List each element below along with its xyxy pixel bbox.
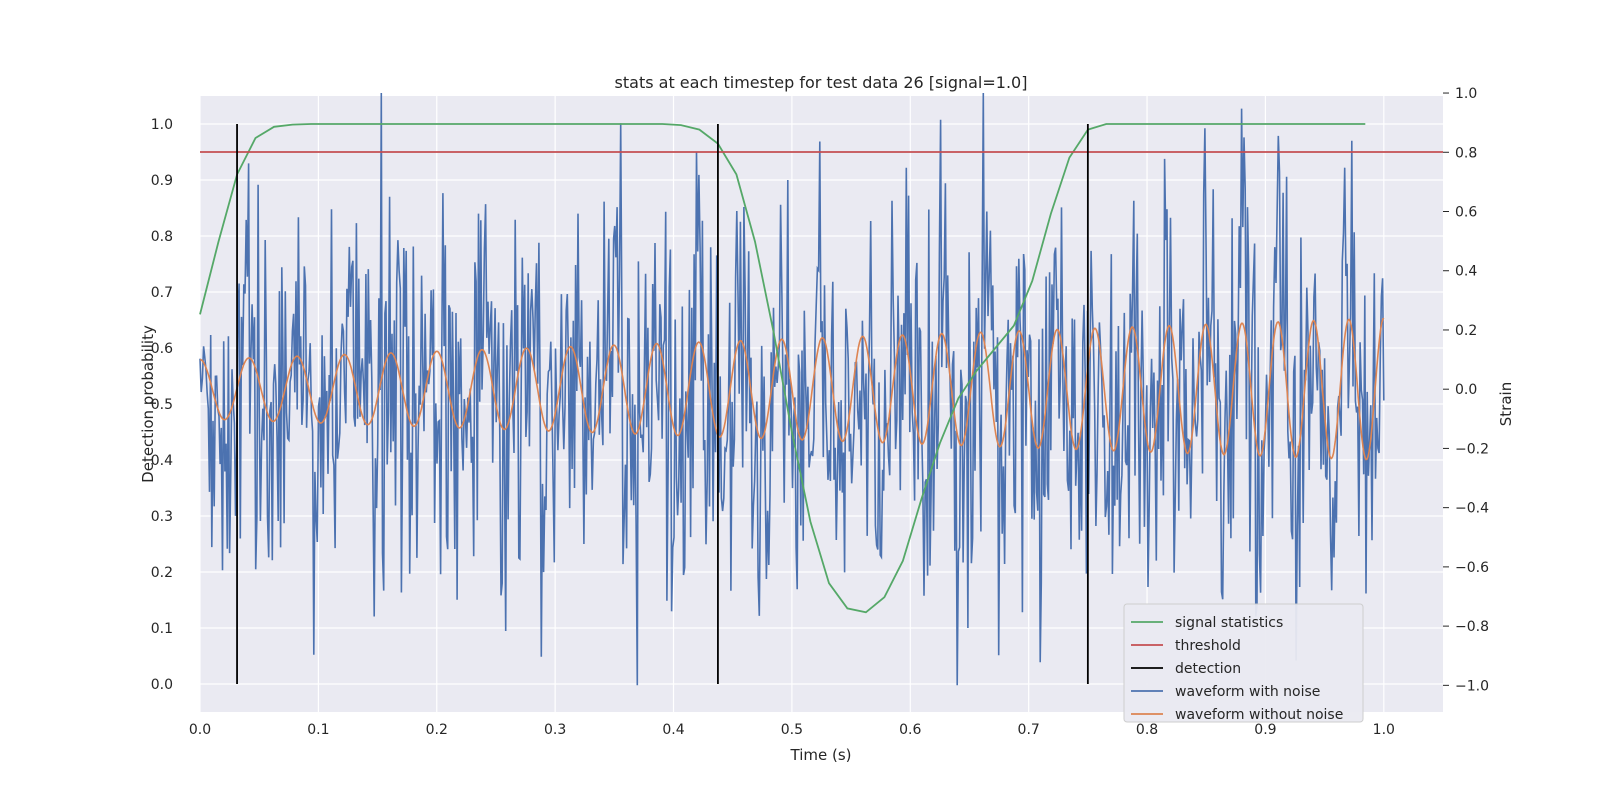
y-left-tick-label: 0.6 <box>151 341 173 357</box>
y-right-tick-label: 0.2 <box>1455 323 1477 339</box>
y-left-tick-label: 0.9 <box>151 173 173 189</box>
legend-label: waveform without noise <box>1175 707 1343 723</box>
tick-labels: 0.0 0.1 0.2 0.3 0.4 0.5 0.6 0.7 0.8 0.9 1.0 0.0 0.1 0… <box>151 86 1489 738</box>
x-tick-label: 0.1 <box>307 722 329 738</box>
y-left-tick-label: 0.3 <box>151 509 173 525</box>
y-right-tick-label: 0.6 <box>1455 205 1477 221</box>
series-waveform-with-noise <box>199 92 1385 686</box>
series-signal-statistics <box>199 123 1366 614</box>
x-tick-label: 0.6 <box>899 722 921 738</box>
y-axis-label-right: Strain <box>1497 382 1515 426</box>
x-tick-label: 0.7 <box>1018 722 1040 738</box>
y-left-tick-label: 0.2 <box>151 565 173 581</box>
y-right-tick-label: −0.4 <box>1455 501 1489 517</box>
y-axis-label-left: Detection probability <box>139 325 157 483</box>
y-right-tick-label: 0.8 <box>1455 145 1477 161</box>
y-left-tick-label: 0.8 <box>151 229 173 245</box>
legend-label: detection <box>1175 661 1241 677</box>
y-right-tick-label: −0.2 <box>1455 441 1489 457</box>
y-left-tick-label: 0.0 <box>151 677 173 693</box>
x-tick-label: 0.0 <box>189 722 211 738</box>
x-tick-label: 0.4 <box>662 722 684 738</box>
legend-box <box>1123 603 1364 723</box>
legend-label: signal statistics <box>1175 615 1283 631</box>
legend: signal statistics threshold detection wavef… <box>1123 603 1364 723</box>
x-tick-label: 0.5 <box>781 722 803 738</box>
x-tick-label: 1.0 <box>1373 722 1395 738</box>
y-left-tick-label: 1.0 <box>151 117 173 133</box>
x-axis-label: Time (s) <box>790 746 852 764</box>
y-right-tick-label: −0.6 <box>1455 560 1489 576</box>
y-right-tick-label: 0.0 <box>1455 382 1477 398</box>
x-tick-label: 0.2 <box>426 722 448 738</box>
x-tick-label: 0.3 <box>544 722 566 738</box>
chart-title: stats at each timestep for test data 26 … <box>615 73 1028 92</box>
series-layer <box>199 92 1443 686</box>
x-tick-label: 0.9 <box>1254 722 1276 738</box>
legend-label: waveform with noise <box>1175 684 1320 700</box>
y-right-tick-label: 1.0 <box>1455 86 1477 102</box>
y-right-tick-label: −0.8 <box>1455 619 1489 635</box>
y-left-tick-label: 0.1 <box>151 621 173 637</box>
y-right-tick-label: 0.4 <box>1455 264 1477 280</box>
y-right-tick-label: −1.0 <box>1455 678 1489 694</box>
y-left-tick-label: 0.7 <box>151 285 173 301</box>
x-tick-label: 0.8 <box>1136 722 1158 738</box>
legend-label: threshold <box>1175 638 1241 654</box>
y-left-tick-label: 0.5 <box>151 397 173 413</box>
y-left-tick-label: 0.4 <box>151 453 173 469</box>
series-waveform-without-noise <box>199 317 1385 461</box>
